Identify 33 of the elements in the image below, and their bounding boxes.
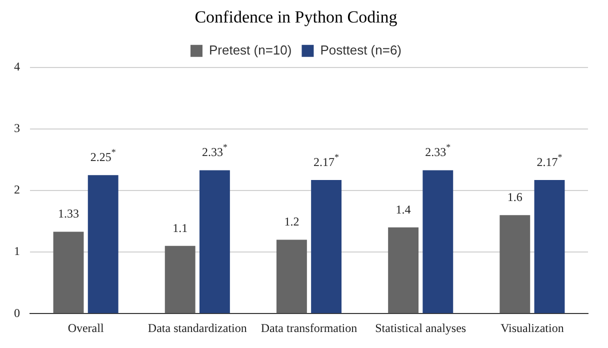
y-tick-label: 2 xyxy=(14,182,20,197)
data-label: 1.1 xyxy=(172,220,188,235)
data-label: 1.6 xyxy=(507,190,522,204)
bar xyxy=(88,175,118,314)
bar xyxy=(388,227,419,314)
data-label: 2.33* xyxy=(425,142,452,160)
bar xyxy=(311,180,342,314)
chart-title: Confidence in Python Coding xyxy=(194,8,398,27)
data-label: 1.2 xyxy=(284,214,300,229)
legend-label: Pretest (n=10) xyxy=(208,42,292,58)
data-label: 2.17* xyxy=(314,152,340,170)
x-tick-label: Overall xyxy=(68,320,104,335)
bar xyxy=(422,170,454,314)
y-tick-label: 4 xyxy=(14,60,20,74)
y-tick-label: 1 xyxy=(14,244,20,258)
y-tick-label: 3 xyxy=(14,121,20,136)
bar xyxy=(276,240,307,314)
legend-label: Posttest (n=6) xyxy=(320,42,402,58)
x-tick-label: Data standardization xyxy=(148,320,247,335)
data-label: 2.17* xyxy=(536,152,563,170)
y-tick-label: 0 xyxy=(14,306,20,320)
data-label: 1.33 xyxy=(58,206,79,221)
x-tick-label: Visualization xyxy=(500,320,564,335)
data-label: 2.25* xyxy=(90,147,116,164)
bar xyxy=(199,170,230,314)
bar xyxy=(500,215,530,314)
data-label: 2.33* xyxy=(202,142,228,160)
x-tick-label: Data transformation xyxy=(260,320,358,335)
bar xyxy=(164,246,196,314)
bar xyxy=(53,232,84,314)
data-label: 1.4 xyxy=(396,202,411,216)
x-tick-label: Statistical analyses xyxy=(375,320,466,335)
bar xyxy=(534,180,565,314)
